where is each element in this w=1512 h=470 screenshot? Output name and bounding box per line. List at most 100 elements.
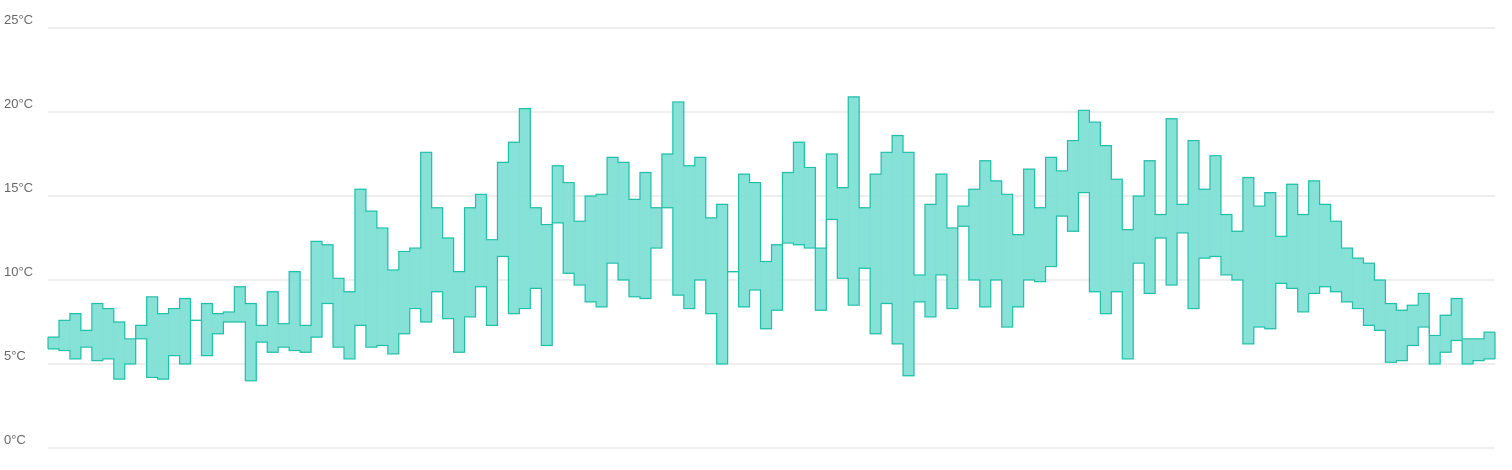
range-step bbox=[431, 207, 443, 292]
range-step bbox=[310, 241, 323, 338]
range-step bbox=[442, 238, 454, 319]
range-step bbox=[957, 206, 970, 227]
range-step bbox=[1100, 145, 1112, 314]
y-tick-label: 5°C bbox=[4, 348, 26, 363]
high-line bbox=[48, 96, 1495, 340]
range-step bbox=[1407, 305, 1419, 346]
range-step bbox=[80, 330, 93, 348]
range-step bbox=[595, 194, 608, 307]
range-step bbox=[464, 207, 476, 317]
range-step bbox=[387, 269, 400, 354]
y-tick-label: 20°C bbox=[4, 96, 33, 111]
range-step bbox=[179, 298, 191, 364]
range-step bbox=[201, 303, 213, 356]
range-step bbox=[343, 291, 356, 359]
range-step bbox=[409, 248, 422, 309]
range-step bbox=[47, 337, 60, 349]
range-step bbox=[738, 174, 750, 307]
range-step bbox=[497, 162, 509, 257]
range-step bbox=[683, 165, 696, 309]
range-step bbox=[1111, 179, 1123, 292]
range-step bbox=[1297, 214, 1309, 312]
range-step bbox=[288, 271, 301, 351]
range-step bbox=[376, 227, 389, 346]
range-step bbox=[146, 296, 158, 378]
range-step bbox=[584, 196, 597, 302]
y-tick-label: 25°C bbox=[4, 12, 33, 27]
range-step bbox=[168, 308, 180, 356]
range-step bbox=[365, 211, 378, 348]
range-step bbox=[1023, 169, 1035, 280]
range-step bbox=[804, 167, 816, 249]
y-tick-label: 0°C bbox=[4, 432, 26, 447]
range-step bbox=[1242, 177, 1255, 344]
range-step bbox=[266, 291, 279, 353]
range-step bbox=[771, 244, 783, 311]
range-step bbox=[793, 142, 805, 245]
range-step bbox=[1286, 184, 1298, 289]
range-step bbox=[530, 207, 542, 289]
range-step bbox=[354, 189, 367, 326]
low-line bbox=[48, 192, 1495, 382]
range-step bbox=[1001, 194, 1013, 328]
range-step bbox=[1121, 229, 1134, 359]
range-step bbox=[858, 207, 871, 269]
range-step bbox=[1045, 157, 1057, 267]
range-step bbox=[1165, 118, 1178, 286]
range-step bbox=[924, 204, 937, 317]
range-step bbox=[869, 174, 882, 334]
range-step bbox=[562, 182, 575, 274]
range-step bbox=[1187, 140, 1200, 309]
range-step bbox=[58, 320, 71, 351]
range-step bbox=[551, 165, 564, 223]
range-step bbox=[573, 221, 586, 286]
range-step bbox=[255, 325, 268, 343]
range-step bbox=[69, 313, 82, 359]
range-step bbox=[891, 135, 904, 344]
range-step bbox=[124, 338, 136, 364]
range-step bbox=[1067, 140, 1079, 232]
range-step bbox=[705, 217, 717, 314]
range-step bbox=[1176, 204, 1189, 233]
range-step bbox=[1056, 170, 1068, 217]
range-step bbox=[1450, 298, 1463, 341]
range-step bbox=[1417, 293, 1430, 328]
range-step bbox=[1385, 303, 1397, 363]
range-step bbox=[508, 142, 520, 314]
range-step bbox=[1078, 110, 1090, 193]
range-step bbox=[990, 180, 1003, 280]
range-step bbox=[1461, 338, 1474, 364]
range-step bbox=[1319, 204, 1331, 287]
range-step bbox=[826, 154, 838, 220]
range-step bbox=[694, 157, 707, 280]
range-step bbox=[968, 189, 981, 280]
range-step bbox=[1034, 207, 1046, 282]
range-step bbox=[277, 323, 290, 348]
range-step bbox=[540, 224, 553, 346]
range-step bbox=[299, 325, 312, 353]
range-step bbox=[1308, 180, 1320, 294]
range-step bbox=[606, 157, 619, 264]
range-step bbox=[749, 182, 761, 291]
range-step bbox=[617, 162, 630, 280]
range-step bbox=[1472, 338, 1485, 361]
range-step bbox=[212, 313, 224, 334]
range-step bbox=[1341, 248, 1353, 302]
range-step bbox=[1132, 196, 1145, 264]
range-step bbox=[639, 172, 652, 299]
range-step bbox=[1209, 155, 1222, 257]
range-step bbox=[157, 313, 169, 380]
range-step bbox=[913, 274, 926, 302]
range-step bbox=[935, 174, 948, 275]
range-step bbox=[1089, 122, 1101, 292]
range-step bbox=[815, 248, 827, 311]
range-step bbox=[486, 239, 498, 326]
range-step bbox=[902, 152, 915, 376]
range-step bbox=[760, 261, 772, 329]
range-step bbox=[628, 199, 641, 297]
range-step bbox=[1483, 332, 1496, 359]
range-step bbox=[782, 172, 794, 244]
range-step bbox=[1143, 160, 1156, 294]
range-step bbox=[234, 286, 246, 322]
